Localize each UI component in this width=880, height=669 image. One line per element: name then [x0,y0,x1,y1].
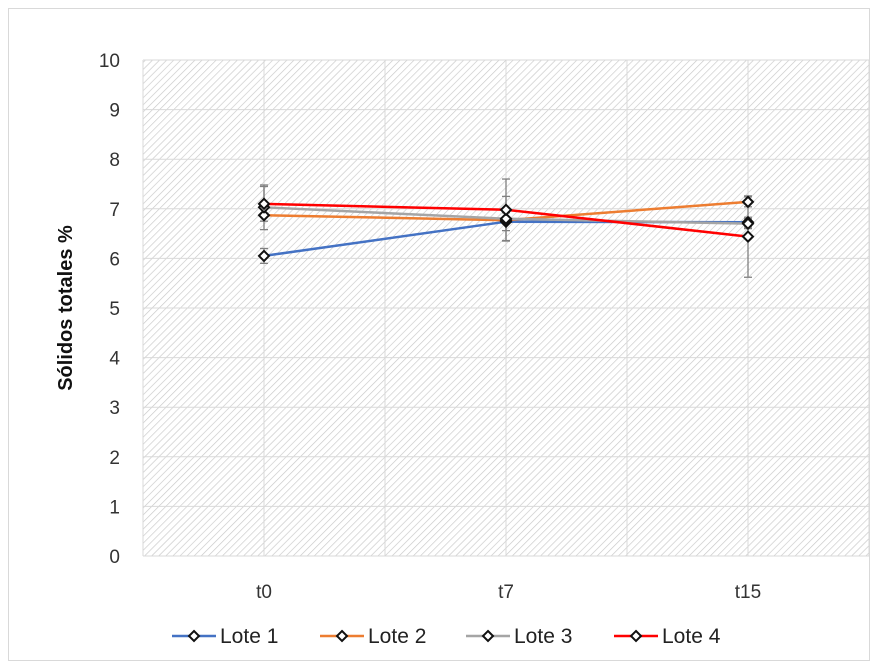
x-axis-ticks: t0 t7 t15 [256,582,761,603]
legend-label: Lote 4 [662,625,721,648]
data-point-marker [499,203,513,217]
data-point-marker [257,249,271,263]
y-tick-label: 1 [109,497,120,518]
data-point-marker [257,197,271,211]
y-axis-label: Sólidos totales % [55,225,77,391]
data-point-marker [741,217,755,231]
data-point-marker [741,195,755,209]
legend: Lote 1 Lote 2 Lote 3 Lote 4 [172,625,721,648]
data-point-marker [257,208,271,222]
y-tick-label: 0 [109,547,120,568]
legend-marker [335,629,349,643]
legend-label: Lote 3 [514,625,572,648]
legend-item: Lote 2 [320,625,426,648]
y-tick-label: 8 [109,150,120,171]
legend-item: Lote 4 [614,625,721,648]
data-point-marker [741,230,755,243]
y-tick-label: 5 [109,299,120,320]
x-tick-label: t0 [256,582,272,603]
y-tick-label: 9 [109,101,120,122]
y-tick-label: 7 [109,200,120,221]
x-tick-label: t15 [735,582,761,603]
y-tick-label: 3 [109,398,120,419]
x-tick-label: t7 [498,582,514,603]
legend-item: Lote 3 [466,625,572,648]
legend-marker [187,629,201,643]
legend-label: Lote 2 [368,625,426,648]
data-point-marker [499,212,513,226]
legend-marker [481,629,495,643]
legend-marker [629,629,643,643]
legend-item: Lote 1 [172,625,278,648]
y-tick-label: 6 [109,249,120,270]
y-axis-ticks: 0 1 2 3 4 5 6 7 8 9 10 [99,51,121,568]
y-tick-label: 2 [109,448,120,469]
series-markers [257,195,755,263]
y-tick-label: 10 [99,51,120,72]
y-tick-label: 4 [109,349,120,370]
legend-label: Lote 1 [220,625,278,648]
